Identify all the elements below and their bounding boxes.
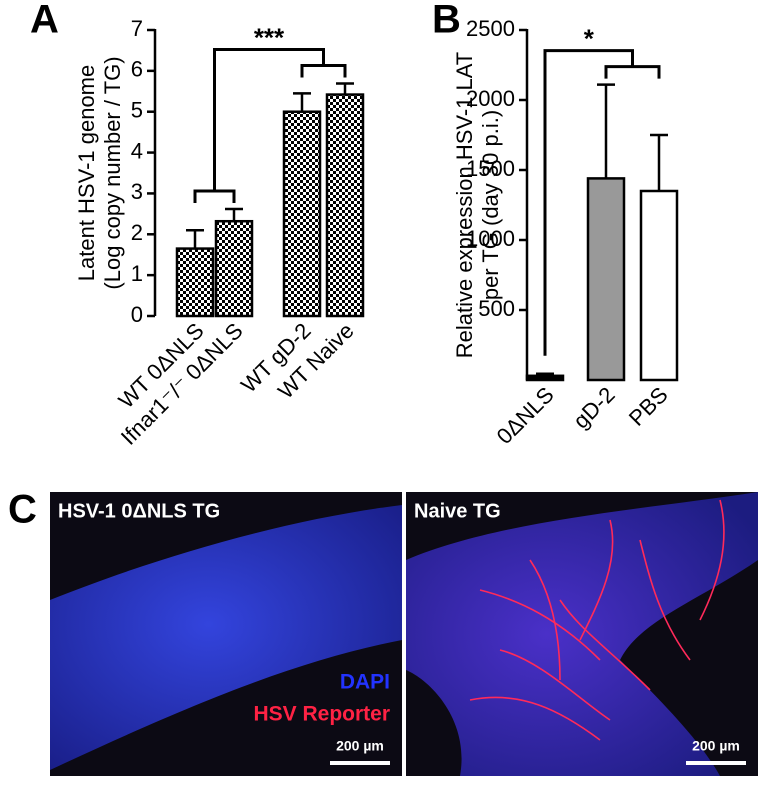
scale-bar-label: 200 µm bbox=[336, 738, 384, 754]
bar bbox=[586, 177, 626, 382]
bracket bbox=[213, 48, 325, 191]
bracket bbox=[604, 65, 661, 79]
y-tick-label: 2500 bbox=[466, 16, 515, 41]
legend-reporter: HSV Reporter bbox=[253, 703, 390, 726]
bracket bbox=[543, 49, 634, 356]
panel-label: C bbox=[8, 488, 37, 532]
y-tick-label: 0 bbox=[131, 302, 143, 327]
bar bbox=[525, 374, 565, 382]
y-tick-label: 4 bbox=[131, 138, 143, 163]
y-tick-label: 500 bbox=[478, 296, 515, 321]
significance: * bbox=[584, 23, 595, 53]
tissue-left bbox=[50, 505, 402, 770]
y-tick-label: 5 bbox=[131, 98, 143, 123]
scale-bar-label: 200 µm bbox=[692, 738, 740, 754]
bar bbox=[639, 189, 679, 382]
significance: *** bbox=[254, 22, 285, 52]
micrographs: C HSV-1 0ΔNLS TG Naive TG DAPI HSV Repor… bbox=[8, 488, 758, 776]
bar bbox=[214, 219, 254, 318]
y-tick-label: 1000 bbox=[466, 226, 515, 251]
legend-dapi: DAPI bbox=[340, 671, 390, 694]
y-tick-label: 1 bbox=[131, 261, 143, 286]
panel-label: B bbox=[432, 0, 461, 42]
image-title: Naive TG bbox=[414, 500, 501, 522]
x-tick-label: PBS bbox=[624, 382, 673, 431]
image-title: HSV-1 0ΔNLS TG bbox=[58, 500, 220, 522]
bar bbox=[175, 247, 215, 318]
x-tick-label: gD-2 bbox=[568, 382, 619, 433]
y-tick-label: 1500 bbox=[466, 156, 515, 181]
bracket bbox=[300, 64, 347, 78]
bar bbox=[282, 110, 322, 318]
y-axis-label: Relative expression HSV-1 LAT bbox=[452, 52, 477, 359]
reporter-signal bbox=[469, 499, 725, 741]
y-axis-label: Latent HSV-1 genome bbox=[74, 65, 99, 281]
bar bbox=[325, 93, 365, 318]
y-tick-label: 3 bbox=[131, 179, 143, 204]
y-tick-label: 2000 bbox=[466, 86, 515, 111]
tissue-right bbox=[406, 492, 758, 776]
y-axis-label: per TG (day 30 p.i.) bbox=[478, 110, 503, 300]
panel-label: A bbox=[30, 0, 59, 42]
y-tick-label: 7 bbox=[131, 16, 143, 41]
y-tick-label: 2 bbox=[131, 220, 143, 245]
bracket bbox=[193, 189, 236, 203]
y-tick-label: 6 bbox=[131, 57, 143, 82]
y-axis-label: (Log copy number / TG) bbox=[100, 56, 125, 289]
x-tick-label: 0ΔNLS bbox=[492, 382, 559, 449]
